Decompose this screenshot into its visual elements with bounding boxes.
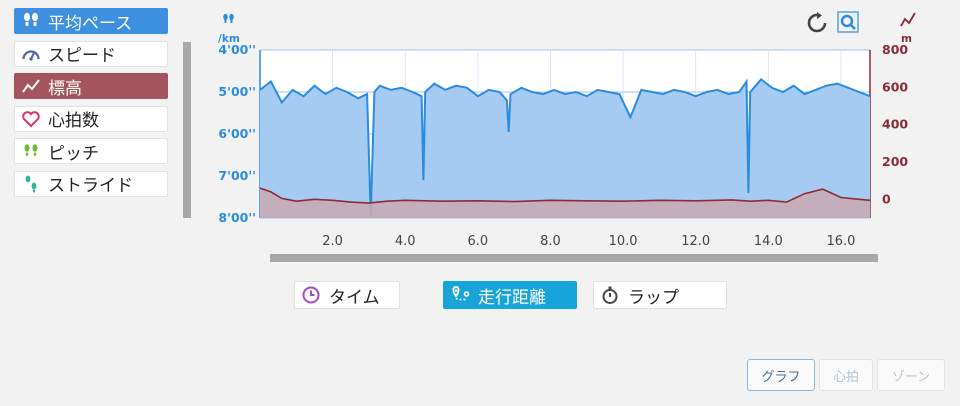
stride-icon [20,174,42,194]
metric-item-label: 平均ペース [48,13,133,34]
metric-item-label: 心拍数 [48,111,99,131]
elevation-axis: 800 600 400 200 0 [882,42,908,206]
horizontal-scrollbar[interactable] [270,254,878,262]
elevation-tick-label: 400 [882,117,908,132]
metric-item-label: スピード [48,46,116,66]
elevation-unit-label: m [901,33,912,45]
tab-time-label: タイム [329,287,380,308]
distance-tick-label: 2.0 [322,234,343,249]
pace-tick-label: 4'00'' [218,42,256,57]
distance-tick-label: 4.0 [395,234,416,249]
metric-item-label: ストライド [48,176,133,196]
elevation-unit-icon [900,12,916,27]
graph-view-button[interactable]: グラフ [747,359,815,391]
pace-series-line [259,78,871,216]
pace-area [260,79,870,219]
tab-lap-label: ラップ [628,287,679,308]
metric-item-pitch[interactable]: ピッチ [14,138,168,164]
pace-unit-label: /km [218,33,240,45]
metric-item-label: 標高 [48,78,82,99]
tab-lap[interactable]: ラップ [593,281,727,309]
tab-time[interactable]: タイム [294,281,400,309]
elevation-tick-label: 200 [882,154,908,169]
vertical-scrollbar[interactable] [183,42,191,218]
zone-view-label: ゾーン [891,369,931,385]
metric-item-speed[interactable]: スピード [14,40,168,67]
pace-axis: 4'00'' 5'00'' 6'00'' 7'00'' 8'00'' [218,42,256,225]
pace-tick-label: 8'00'' [218,210,256,225]
graph-view-label: グラフ [761,369,801,385]
distance-tick-label: 12.0 [681,234,710,249]
elevation-icon [20,76,42,96]
elevation-series-line [259,187,871,204]
pace-tick-label: 7'00'' [218,168,256,183]
tab-distance[interactable]: 走行距離 [443,281,577,309]
clock-icon [301,285,321,305]
pace-tick-label: 5'00'' [218,84,256,99]
pace-tick-label: 6'00'' [218,126,256,141]
distance-map-icon [450,285,470,305]
distance-axis: 2.0 4.0 6.0 8.0 10.0 12.0 14.0 16.0 [322,234,855,249]
elevation-tick-label: 0 [882,191,891,206]
elevation-tick-label: 800 [882,42,908,57]
pace-unit-icon [223,13,234,23]
distance-tick-label: 8.0 [540,234,561,249]
heartrate-view-button[interactable]: 心拍 [819,359,873,391]
metric-item-stride[interactable]: ストライド [14,170,168,197]
zoom-icon[interactable] [836,10,860,38]
tab-distance-label: 走行距離 [478,287,546,308]
distance-tick-label: 14.0 [754,234,783,249]
stopwatch-icon [600,285,620,305]
reset-icon[interactable] [806,12,828,38]
metric-item-label: ピッチ [48,143,99,164]
heart-icon [20,109,42,129]
elevation-area [260,188,870,218]
metric-item-elevation[interactable]: 標高 [14,73,168,99]
distance-tick-label: 6.0 [468,234,489,249]
pace-elevation-chart[interactable]: /km m 4'00'' 5'00'' 6'00'' 7'00'' 8'00'' 800… [200,0,916,250]
steps-icon [20,141,42,161]
zone-view-button[interactable]: ゾーン [877,359,945,391]
footprints-icon [20,11,42,31]
elevation-tick-label: 600 [882,79,908,94]
distance-tick-label: 16.0 [826,234,855,249]
metric-item-heart-rate[interactable]: 心拍数 [14,105,168,132]
metric-list: 平均ペーススピード標高心拍数ピッチストライド [14,8,168,203]
speedometer-icon [20,44,42,64]
heartrate-view-label: 心拍 [832,369,859,385]
distance-tick-label: 10.0 [609,234,638,249]
metric-item-pace[interactable]: 平均ペース [14,8,168,34]
